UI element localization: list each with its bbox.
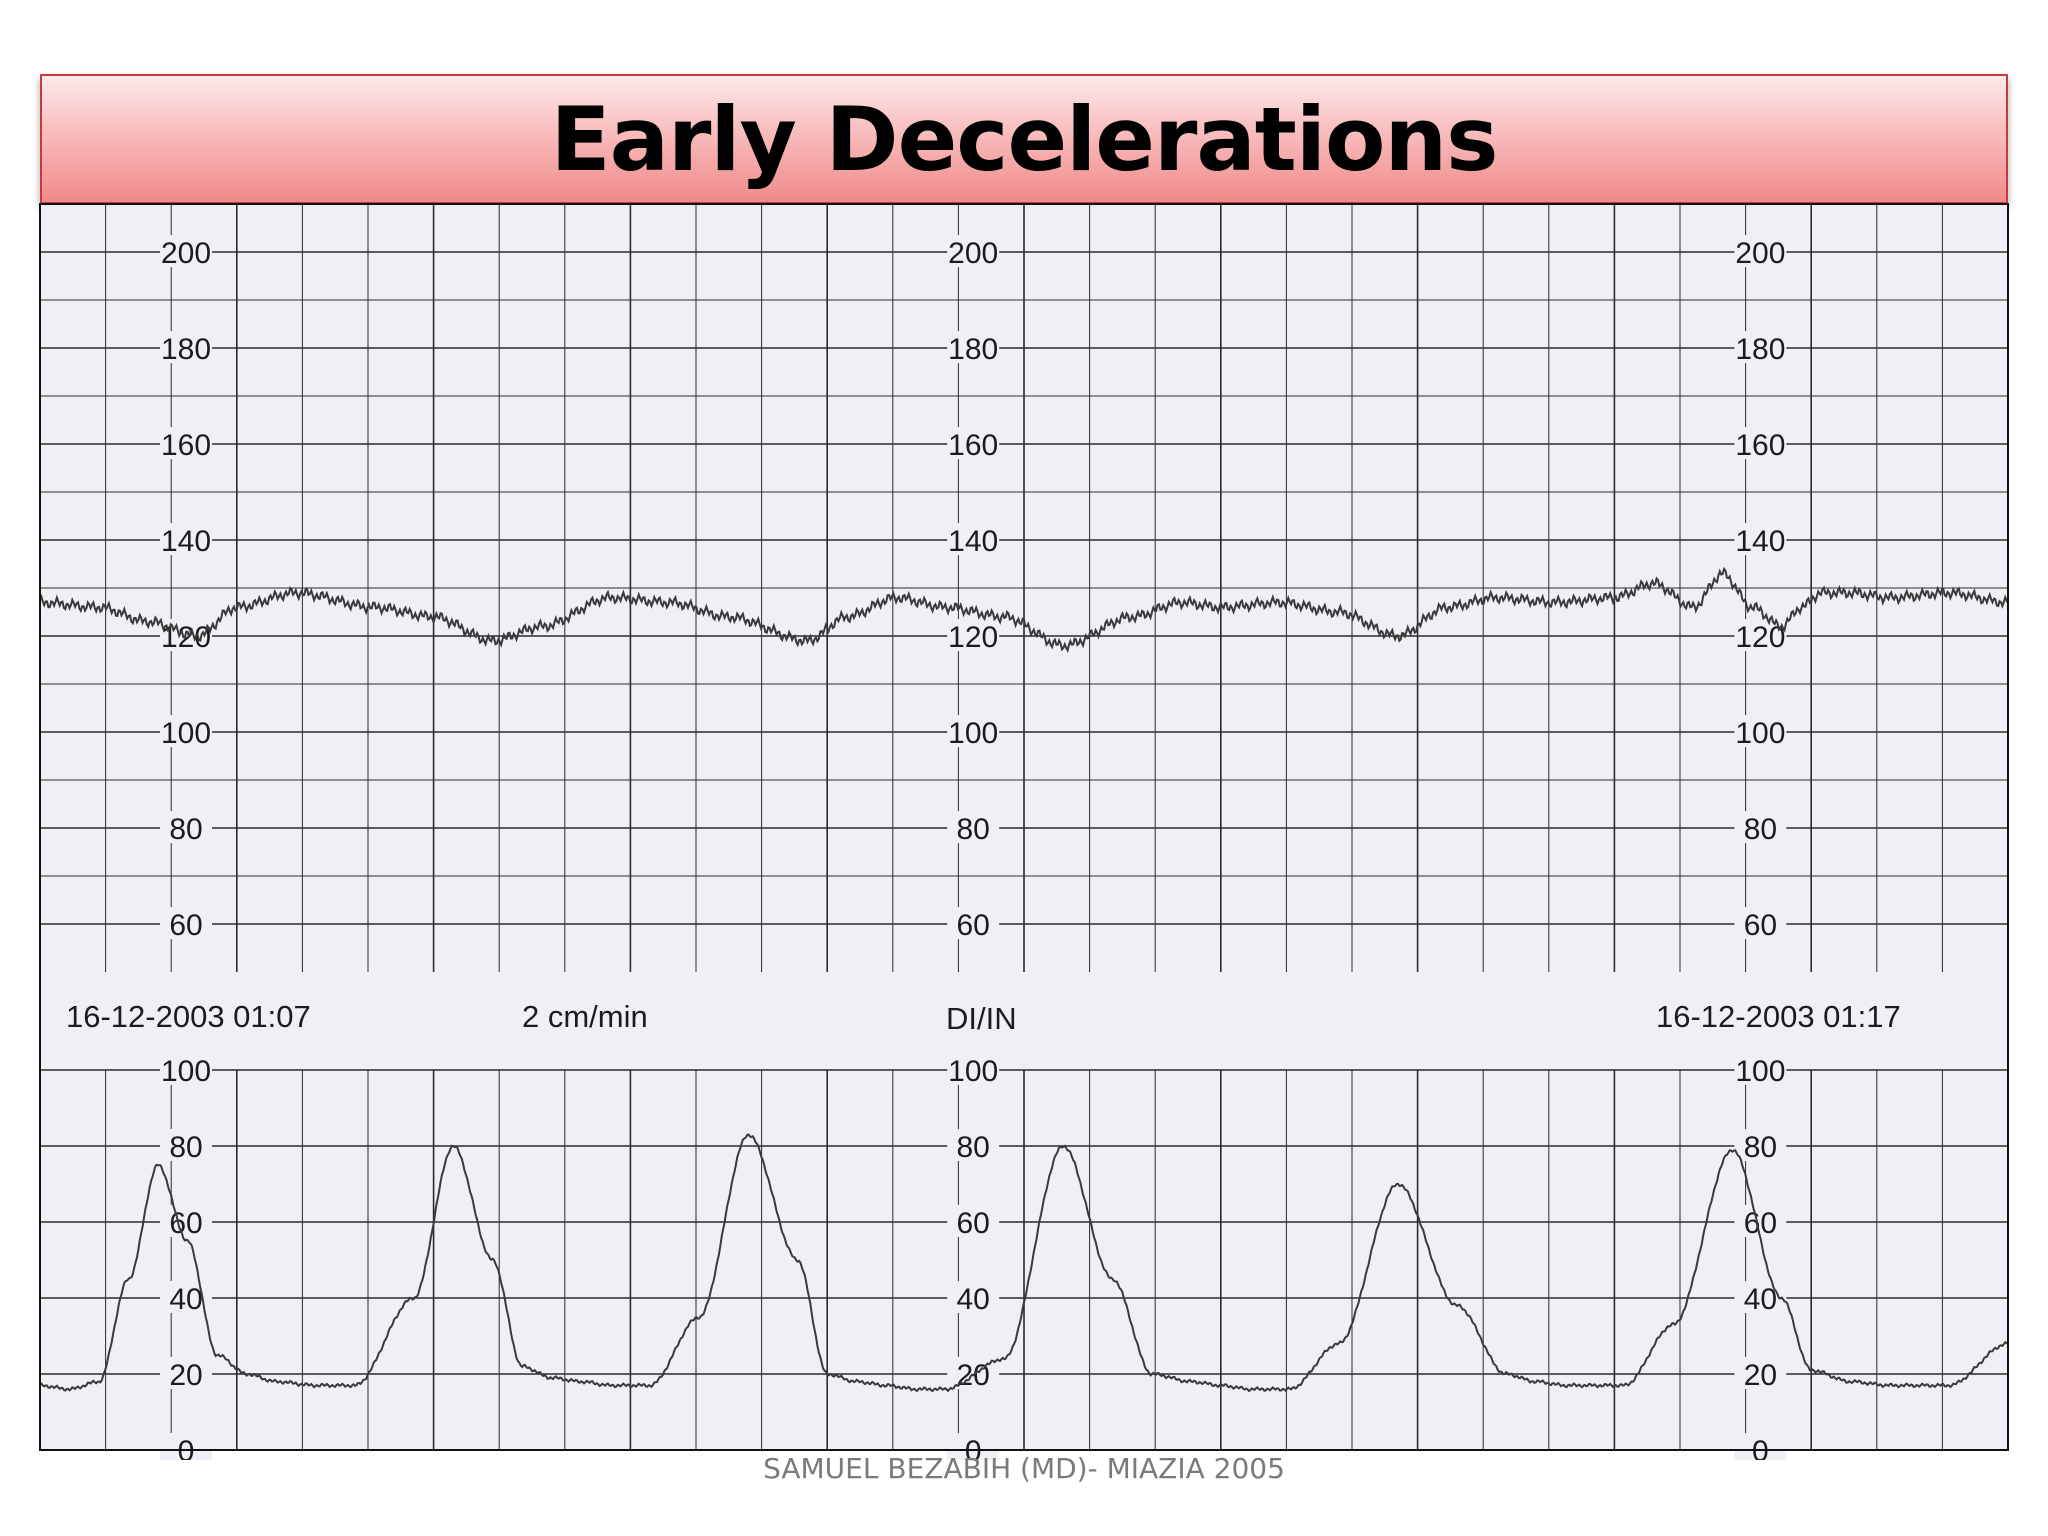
ua-tick-bg [1734, 1053, 1787, 1085]
fhr-tick-bg [1734, 811, 1787, 843]
ua-tick-bg [1734, 1433, 1787, 1460]
fhr-tick-label: 180 [1735, 333, 1785, 366]
fhr-tick-bg [947, 523, 1000, 555]
fhr-tick-labels: 200 180 160 140 120 100 80 60 200 180 160 140 120 100… [160, 235, 1787, 942]
ua-tick-bg [160, 1205, 212, 1237]
fhr-tick-label: 160 [948, 429, 998, 462]
fhr-tick-bg [947, 331, 1000, 363]
ua-tick-bg [1734, 1129, 1787, 1161]
fhr-tick-bg [1734, 331, 1787, 363]
ua-tick-bg [160, 1129, 212, 1161]
ua-tick-label: 100 [161, 1055, 211, 1088]
ua-tick-label: 20 [169, 1359, 202, 1392]
ua-tick-label: 80 [1744, 1131, 1777, 1164]
fhr-tick-label: 180 [948, 333, 998, 366]
slide-title: Early Decelerations [550, 87, 1499, 191]
fhr-tick-label: 120 [948, 621, 998, 654]
fhr-tick-label: 120 [161, 621, 211, 654]
ctg-chart: 2001801601401201008060200180160140120100… [39, 203, 2009, 1460]
fhr-tick-bg [160, 523, 212, 555]
ua-tick-label: 40 [1744, 1283, 1777, 1316]
fhr-tick-label: 140 [161, 525, 211, 558]
fhr-tick-bg [947, 715, 1000, 747]
fhr-tick-label: 200 [948, 237, 998, 270]
ua-tick-label: 80 [169, 1131, 202, 1164]
ua-tick-bg [947, 1433, 1000, 1460]
ua-tick-label: 60 [169, 1207, 202, 1240]
ua-tick-bg [947, 1205, 1000, 1237]
fhr-tick-bg [160, 235, 212, 267]
fhr-tick-label: 180 [161, 333, 211, 366]
fhr-tick-bg [1734, 427, 1787, 459]
ua-tick-bg [160, 1433, 212, 1460]
fhr-tick-label: 60 [1744, 909, 1777, 942]
footer-credit: SAMUEL BEZABIH (MD)- MIAZIA 2005 [763, 1452, 1285, 1485]
chart-border [39, 203, 2009, 1451]
fhr-tick-label: 80 [1744, 813, 1777, 846]
fhr-tick-label: 160 [161, 429, 211, 462]
fhr-tick-bg [160, 811, 212, 843]
fhr-tick-label: 100 [1735, 717, 1785, 750]
fhr-tick-label: 60 [957, 909, 990, 942]
ua-tick-label: 40 [169, 1283, 202, 1316]
ua-tick-bg [947, 1129, 1000, 1161]
ua-tick-label: 80 [957, 1131, 990, 1164]
left-timestamp: 16-12-2003 01:07 [66, 999, 311, 1034]
fhr-tick-label: 60 [169, 909, 202, 942]
fhr-tick-bg [1734, 907, 1787, 939]
fhr-tick-label: 80 [169, 813, 202, 846]
ua-tick-bg [1734, 1205, 1787, 1237]
ua-tick-label: 60 [957, 1207, 990, 1240]
ua-tick-label: 100 [1735, 1055, 1785, 1088]
fhr-tick-label: 140 [1735, 525, 1785, 558]
title-bar: Early Decelerations [40, 74, 2008, 204]
paper-speed: 2 cm/min [522, 999, 648, 1034]
fhr-tick-label: 160 [1735, 429, 1785, 462]
fhr-tick-bg [160, 715, 212, 747]
fhr-tick-label: 140 [948, 525, 998, 558]
fhr-tick-label: 80 [957, 813, 990, 846]
ua-tick-bg [160, 1357, 212, 1389]
fhr-tick-bg [947, 427, 1000, 459]
fhr-tick-label: 200 [1735, 237, 1785, 270]
fhr-tick-bg [1734, 523, 1787, 555]
ua-tick-label: 20 [1744, 1359, 1777, 1392]
ua-tick-label: 0 [1752, 1435, 1769, 1460]
mode-label: DI/IN [946, 1001, 1017, 1036]
fhr-tick-bg [947, 619, 1000, 651]
ua-trace-line [39, 1133, 2009, 1393]
ua-tick-label: 0 [178, 1435, 195, 1460]
fhr-tick-bg [160, 427, 212, 459]
ua-tick-label: 40 [957, 1283, 990, 1316]
fhr-tick-label: 200 [161, 237, 211, 270]
fhr-tick-bg [1734, 715, 1787, 747]
ua-tick-bg [947, 1281, 1000, 1313]
fhr-tick-label: 120 [1735, 621, 1785, 654]
fhr-tick-bg [1734, 235, 1787, 267]
fhr-tick-bg [947, 907, 1000, 939]
ua-tick-bg [160, 1053, 212, 1085]
ua-tick-label: 100 [948, 1055, 998, 1088]
fhr-tick-bg [947, 235, 1000, 267]
ua-tick-bg [947, 1053, 1000, 1085]
ua-tick-bg [1734, 1357, 1787, 1389]
fhr-tick-bg [160, 331, 212, 363]
fhr-tick-label: 100 [948, 717, 998, 750]
fhr-tick-bg [160, 907, 212, 939]
right-timestamp: 16-12-2003 01:17 [1656, 999, 1901, 1034]
fhr-trace-line [39, 566, 2009, 654]
fhr-tick-bg [947, 811, 1000, 843]
fhr-tick-label: 100 [161, 717, 211, 750]
ua-tick-label: 0 [965, 1435, 982, 1460]
